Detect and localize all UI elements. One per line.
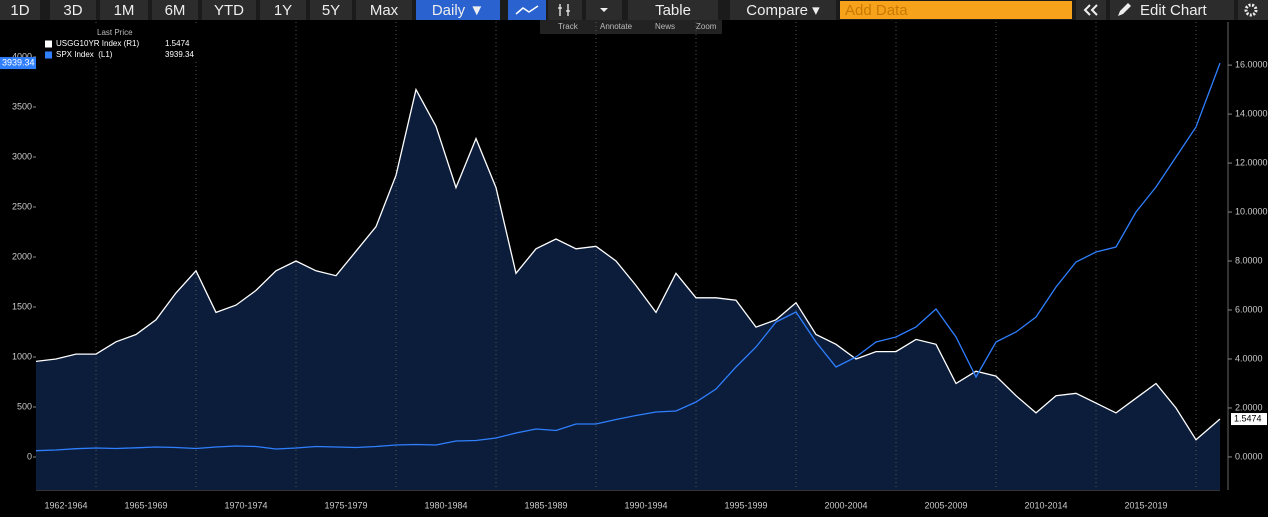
last-value-label: 1.5474	[1234, 413, 1262, 423]
range-button[interactable]: Max	[370, 2, 399, 19]
y2-tick-label: 12.0000	[1235, 157, 1268, 167]
y2-tick-label: 8.0000	[1235, 255, 1263, 265]
table-button[interactable]: Table	[655, 2, 691, 19]
y2-tick-label: 4.0000	[1235, 353, 1263, 363]
settings-button[interactable]	[1238, 0, 1268, 20]
button-bg	[260, 0, 306, 20]
zoom-tool[interactable]: Zoom	[696, 22, 717, 31]
y-tick-label: 4000	[12, 51, 32, 61]
legend-label: SPX Index (L1)	[56, 50, 113, 59]
legend: Last Price USGG10YR Index (R1) 1.5474 SPX I…	[40, 26, 200, 62]
gear-icon	[1244, 3, 1258, 17]
x-period-label: 2015-2019	[1124, 500, 1167, 510]
y2-tick-label: 2.0000	[1235, 402, 1263, 412]
chart: 1962-1964 1965-1969 1970-1974 1975-1979 1980…	[0, 22, 1268, 510]
y-tick-label: 1500	[12, 301, 32, 311]
button-bg	[356, 0, 412, 20]
line-icon	[515, 5, 539, 15]
range-button[interactable]: 5Y	[322, 2, 340, 19]
area	[36, 89, 1220, 490]
button-bg	[100, 0, 148, 20]
range-button[interactable]: 1Y	[274, 2, 292, 19]
button-bg	[310, 0, 352, 20]
add-data-field[interactable]	[840, 1, 1072, 19]
frequency-button[interactable]: Daily ▼	[432, 2, 484, 19]
series-line	[35, 62, 1221, 452]
x-period-label: 1985-1989	[524, 500, 567, 510]
button-bg	[202, 0, 256, 20]
y-tick-label: 2500	[12, 201, 32, 211]
news-tool[interactable]: News	[655, 22, 675, 31]
range-button[interactable]: YTD	[214, 2, 244, 19]
range-button[interactable]: 1M	[114, 2, 135, 19]
range-button[interactable]: 3D	[63, 2, 82, 19]
legend-swatch	[45, 40, 52, 48]
legend-title: Last Price	[97, 28, 133, 37]
series-line	[35, 87, 1221, 441]
dropdown-icon	[600, 8, 608, 12]
x-period-label: 2000-2004	[824, 500, 867, 510]
button-bg	[628, 0, 718, 20]
x-period-label: 1980-1984	[424, 500, 467, 510]
toolbar-buttons: 1D 3D 1M 6M YTD 1Y 5Y Max Daily ▼ Table …	[0, 0, 1268, 34]
legend-bg	[40, 26, 200, 62]
button-bg	[1110, 0, 1234, 20]
button-bg	[50, 0, 96, 20]
collapse-icon	[1083, 4, 1098, 16]
legend-value: 3939.34	[165, 50, 194, 59]
pencil-icon	[1118, 3, 1131, 16]
y-tick-label: 3500	[12, 101, 32, 111]
legend-value: 1.5474	[165, 39, 190, 48]
subtoolbar	[540, 20, 722, 34]
button-bg	[416, 0, 500, 20]
last-value-label: 3939.34	[2, 57, 35, 67]
x-period-label: 1965-1969	[124, 500, 167, 510]
compare-button[interactable]: Compare ▾	[746, 2, 820, 19]
button-bg	[0, 0, 40, 20]
candle-icon	[558, 4, 570, 16]
add-data-placeholder: Add Data	[845, 2, 908, 19]
x-period-label: 1995-1999	[724, 500, 767, 510]
y2-tick-label: 0.0000	[1235, 451, 1263, 461]
y2-tick-label: 14.0000	[1235, 108, 1268, 118]
range-button[interactable]: 6M	[165, 2, 186, 19]
track-tool[interactable]: Track	[558, 22, 579, 31]
x-period-label: 1990-1994	[624, 500, 667, 510]
y-tick-label: 3000	[12, 151, 32, 161]
y2-tick-label: 16.0000	[1235, 59, 1268, 69]
x-period-label: 1975-1979	[324, 500, 367, 510]
y2-tick-label: 10.0000	[1235, 206, 1268, 216]
x-period-label: 2010-2014	[1024, 500, 1067, 510]
x-period-label: 1962-1964	[44, 500, 87, 510]
y2-tick-label: 6.0000	[1235, 304, 1263, 314]
y-tick-label: 1000	[12, 351, 32, 361]
button-bg	[152, 0, 198, 20]
candle-button[interactable]	[548, 0, 582, 20]
legend-label: USGG10YR Index (R1)	[56, 39, 139, 48]
y-tick-label: 500	[17, 401, 32, 411]
x-period-label: 2005-2009	[924, 500, 967, 510]
last-value-tag	[0, 57, 36, 70]
button-bg	[730, 0, 836, 20]
y-tick-label: 2000	[12, 251, 32, 261]
x-period-label: 1970-1974	[224, 500, 267, 510]
legend-swatch	[45, 51, 52, 59]
annotate-tool[interactable]: Annotate	[600, 22, 633, 31]
y-tick-label: 0	[27, 451, 32, 461]
last-value-tag	[1231, 413, 1267, 426]
edit-chart-button[interactable]: Edit Chart	[1140, 2, 1208, 19]
range-button[interactable]: 1D	[10, 2, 29, 19]
